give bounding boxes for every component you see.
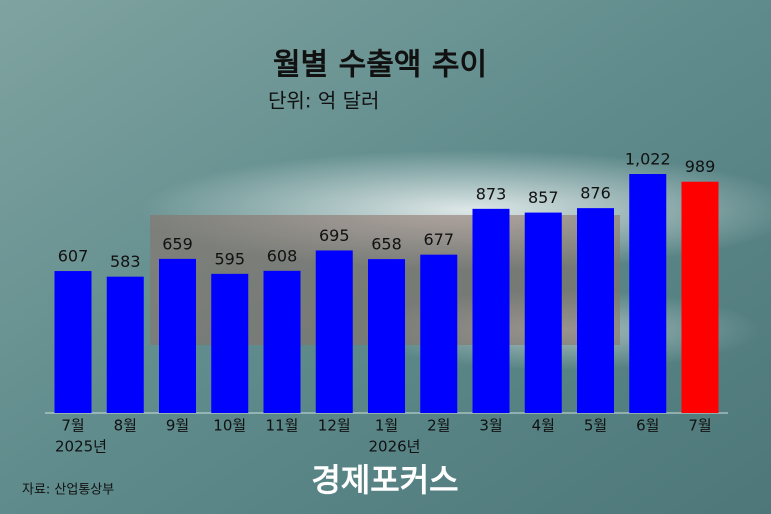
- logo: 경제포커스: [311, 461, 458, 499]
- source: 자료: 산업통상부: [22, 483, 114, 498]
- bar: [54, 271, 92, 413]
- value-label: 989: [685, 157, 716, 176]
- value-label: 607: [58, 247, 89, 266]
- x-tick-sublabel: 2026년: [369, 438, 421, 456]
- x-tick-label: 10월: [213, 417, 246, 435]
- x-tick-label: 5월: [584, 417, 607, 435]
- x-tick-label: 1월: [375, 417, 398, 435]
- value-label: 595: [214, 249, 245, 268]
- value-label: 876: [580, 184, 611, 203]
- x-tick-label: 6월: [636, 417, 659, 435]
- x-tick-label: 4월: [532, 417, 555, 435]
- x-tick-label: 7월: [688, 417, 711, 435]
- value-label: 658: [371, 235, 402, 254]
- bar: [211, 273, 249, 413]
- x-tick-label: 7월: [61, 417, 84, 435]
- x-tick-label: 3월: [479, 417, 502, 435]
- x-tick-sublabel: 2025년: [55, 438, 107, 456]
- bar: [629, 174, 667, 413]
- bar: [524, 212, 562, 413]
- chart-subtitle: 단위: 억 달러: [268, 89, 379, 113]
- x-tick-label: 11월: [266, 417, 299, 435]
- bar: [681, 181, 719, 413]
- value-label: 873: [476, 184, 507, 203]
- bar: [263, 270, 301, 413]
- bar: [106, 276, 144, 413]
- chart-title: 월별 수출액 추이: [273, 48, 487, 83]
- value-label: 677: [423, 230, 454, 249]
- value-label: 583: [110, 252, 141, 271]
- value-label: 857: [528, 188, 559, 207]
- value-label: 659: [162, 234, 193, 253]
- x-tick-label: 8월: [114, 417, 137, 435]
- value-label: 695: [319, 226, 350, 245]
- bar: [577, 208, 614, 413]
- value-label: 608: [267, 246, 298, 265]
- bar: [472, 208, 510, 413]
- bar: [368, 259, 405, 413]
- x-tick-label: 9월: [166, 417, 189, 435]
- x-tick-label: 12월: [318, 417, 351, 435]
- bar: [315, 250, 353, 413]
- bar: [420, 254, 458, 413]
- bar: [159, 258, 196, 413]
- x-tick-label: 2월: [427, 417, 450, 435]
- value-label: 1,022: [625, 150, 671, 169]
